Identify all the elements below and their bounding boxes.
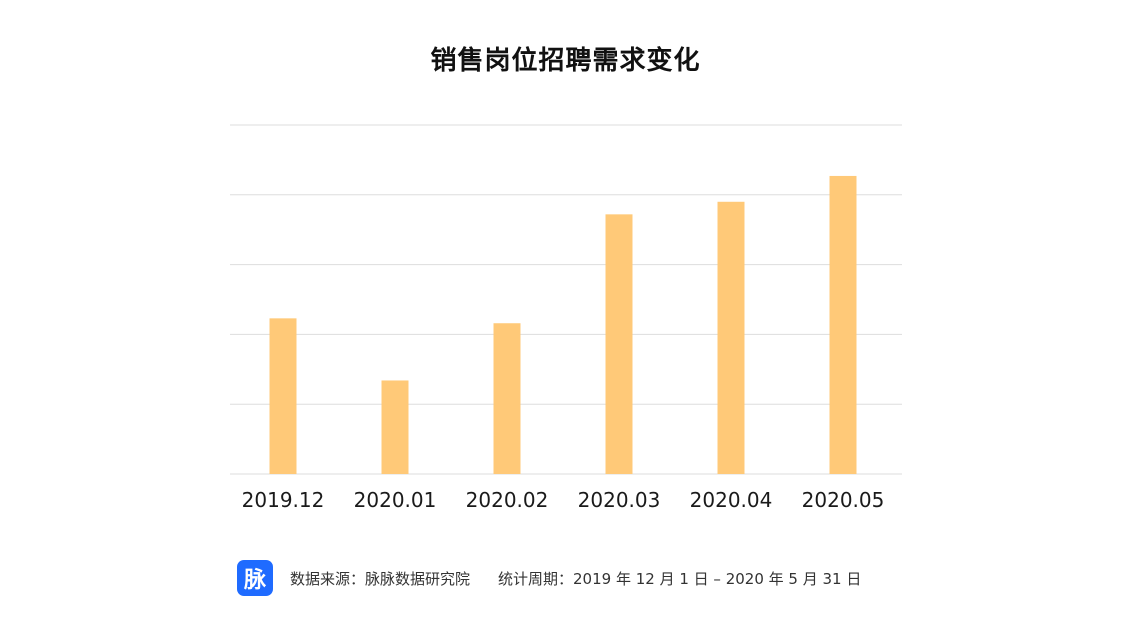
- bar-2020.01: [381, 380, 409, 474]
- bar-2020.04: [717, 201, 745, 474]
- data-source-text: 数据来源：脉脉数据研究院: [290, 569, 471, 588]
- footer: 脉 数据来源：脉脉数据研究院 统计周期：2019 年 12 月 1 日 – 20…: [237, 560, 861, 596]
- chart-title: 销售岗位招聘需求变化: [430, 46, 701, 76]
- x-tick-label: 2020.02: [466, 488, 549, 512]
- bar-2020.03: [605, 214, 633, 474]
- x-tick-label: 2020.05: [802, 488, 885, 512]
- x-tick-label: 2020.01: [354, 488, 437, 512]
- maimai-logo-icon: 脉: [237, 560, 273, 596]
- x-tick-label: 2020.04: [690, 488, 773, 512]
- bar-2019.12: [269, 318, 297, 474]
- bar-2020.02: [493, 323, 521, 474]
- grid-lines: [230, 124, 902, 475]
- stat-period-text: 统计周期：2019 年 12 月 1 日 – 2020 年 5 月 31 日: [498, 569, 862, 588]
- x-tick-label: 2019.12: [242, 488, 325, 512]
- bars: [269, 175, 857, 475]
- bar-2020.05: [829, 175, 857, 475]
- x-tick-label: 2020.03: [578, 488, 661, 512]
- x-tick-labels: 2019.12 2020.01 2020.02 2020.03 2020.04 2020.…: [242, 488, 885, 512]
